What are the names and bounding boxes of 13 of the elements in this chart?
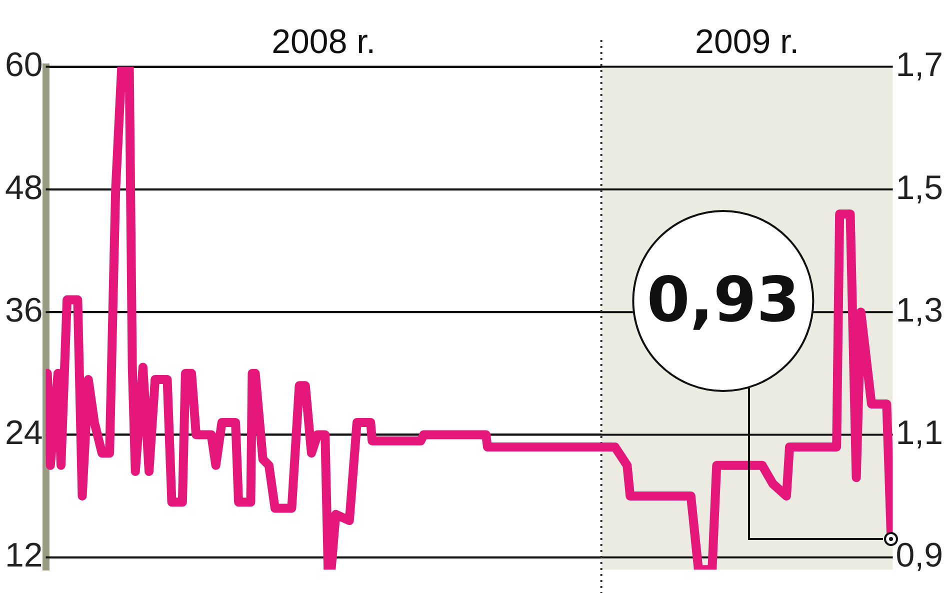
- y-tick-label: 60: [4, 46, 43, 84]
- y-tick-label: 12: [4, 536, 43, 575]
- y2-tick-label: 1,7: [896, 46, 943, 84]
- x-tick-label: 2009 r.: [695, 22, 800, 61]
- annotation: 0,93: [646, 263, 800, 336]
- y2-tick-label: 0,9: [896, 536, 943, 575]
- y-tick-label: 48: [4, 168, 43, 207]
- y2-tick-label: 1,1: [896, 414, 943, 452]
- x-tick-label: 2008 r.: [272, 22, 376, 61]
- y-tick-label: 36: [4, 291, 43, 330]
- y2-tick-label: 1,5: [896, 168, 943, 207]
- y-tick-label: 24: [4, 414, 43, 452]
- y2-tick-label: 1,3: [896, 291, 943, 330]
